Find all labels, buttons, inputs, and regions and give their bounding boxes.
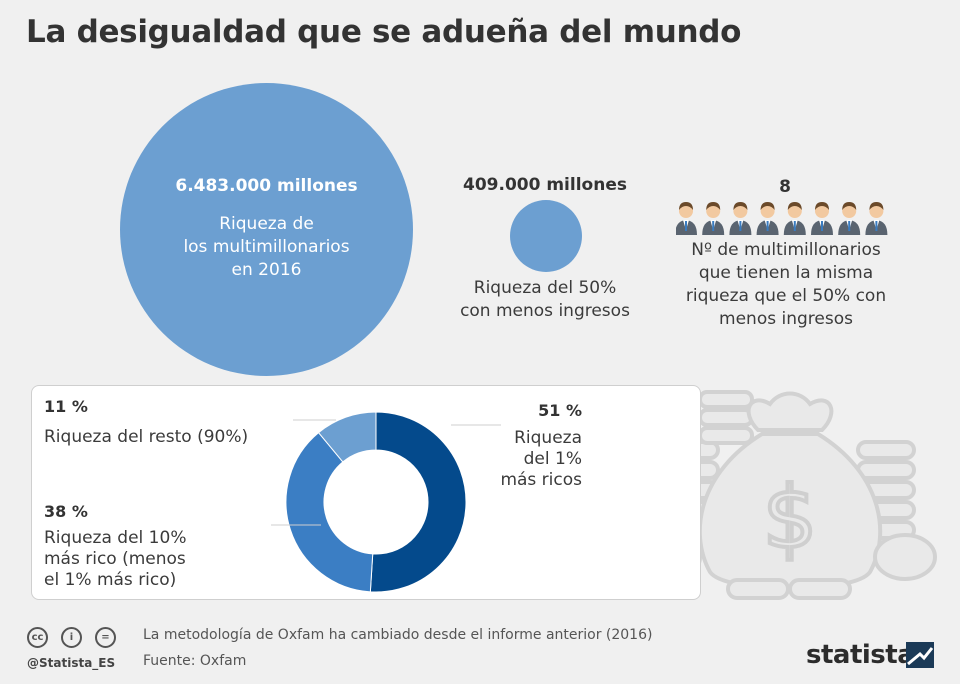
label-line: Riqueza del 10% (44, 528, 187, 548)
page-title: La desigualdad que se adueña del mundo (26, 14, 742, 50)
methodology-note: La metodología de Oxfam ha cambiado desd… (143, 627, 653, 643)
label-line: Riqueza (514, 428, 582, 448)
billionaires-wealth-label: Riqueza de los multimillonarios en 2016 (120, 213, 413, 282)
label-line: Nº de multimillonarios (691, 240, 881, 260)
billionaire-count-label: Nº de multimillonarios que tienen la mis… (668, 239, 904, 331)
businessman-icon (865, 202, 888, 235)
statista-logo[interactable]: statista (806, 640, 915, 670)
label-line: el 1% más rico) (44, 570, 177, 590)
label-line: más rico (menos (44, 549, 186, 569)
billionaires-wealth-value: 6.483.000 millones (175, 176, 358, 196)
billionaires-wealth-circle (120, 83, 413, 376)
top1-desc-label: Riqueza del 1% más ricos (470, 428, 582, 491)
source-text: Fuente: Oxfam (143, 653, 247, 669)
label-line: Riqueza de (219, 214, 314, 234)
donut-chart (271, 411, 501, 593)
rest-desc-label: Riqueza del resto (90%) (44, 427, 248, 448)
top10-desc-label: Riqueza del 10% más rico (menos el 1% má… (44, 528, 186, 591)
donut-slice-top10 (285, 431, 374, 593)
label-line: del 1% (523, 449, 582, 469)
twitter-handle[interactable]: @Statista_ES (27, 656, 116, 670)
statista-logo-icon (906, 642, 934, 668)
businessmen-icons (676, 202, 888, 235)
dollar-icon: $ (763, 468, 818, 568)
label-line: más ricos (500, 470, 582, 490)
label-line: los multimillonarios (183, 237, 350, 257)
label-line: en 2016 (231, 260, 302, 280)
poorest-half-value: 409.000 millones (463, 175, 627, 195)
businessman-icon (838, 202, 861, 235)
businessman-icon (702, 202, 725, 235)
label-line: riqueza que el 50% con (685, 286, 887, 306)
label-line: Riqueza del resto (90%) (44, 427, 249, 447)
label-line: menos ingresos (719, 309, 853, 329)
poorest-half-label: Riqueza del 50% con menos ingresos (430, 277, 660, 323)
businessman-icon (783, 202, 806, 235)
businessman-icon (676, 202, 697, 235)
donut-slice-rest (317, 411, 377, 463)
label-line: que tienen la misma (698, 263, 874, 283)
poorest-half-circle (510, 200, 582, 272)
top10-pct-label: 38 % (44, 502, 88, 521)
donut-slice-top1 (369, 411, 467, 593)
nd-icon: = (95, 627, 116, 648)
top1-pct-label: 51 % (538, 401, 582, 420)
label-line: con menos ingresos (460, 301, 630, 321)
cc-icon: cc (27, 627, 48, 648)
businessman-icon (756, 202, 779, 235)
by-icon: i (61, 627, 82, 648)
rest-pct-label: 11 % (44, 397, 88, 416)
label-line: Riqueza del 50% (473, 278, 617, 298)
businessman-icon (729, 202, 752, 235)
businessman-icon (811, 202, 833, 235)
billionaire-count-value: 8 (779, 177, 791, 197)
